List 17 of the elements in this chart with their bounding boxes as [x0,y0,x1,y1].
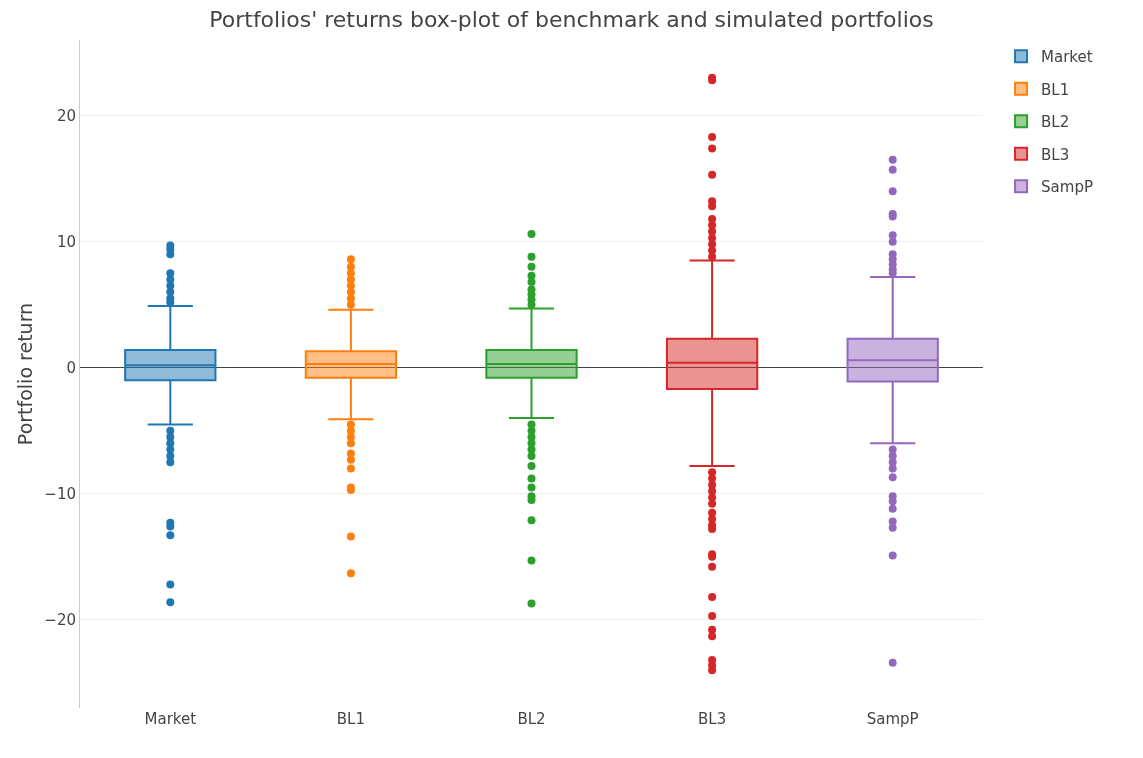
y-axis-title: Portfolio return [14,302,36,446]
legend-label: BL1 [1041,80,1070,99]
x-tick-label: SampP [866,710,919,728]
x-tick-label: BL3 [698,710,727,728]
y-tick-label: −20 [44,611,76,630]
y-tick-label: 0 [66,358,76,377]
x-tick-label: Market [144,710,197,728]
chart-title: Portfolios' returns box-plot of benchmark and simulated portfolios [209,6,934,32]
y-tick-label: −10 [44,484,76,503]
y-tick-label: 10 [56,232,76,251]
x-tick-label: BL1 [336,710,365,728]
y-tick-label: 20 [56,106,76,125]
x-tick-label: BL2 [517,710,546,728]
legend-label: BL3 [1041,145,1070,164]
legend-label: SampP [1041,178,1093,197]
legend-label: Market [1041,48,1093,67]
legend-label: BL2 [1041,113,1070,132]
